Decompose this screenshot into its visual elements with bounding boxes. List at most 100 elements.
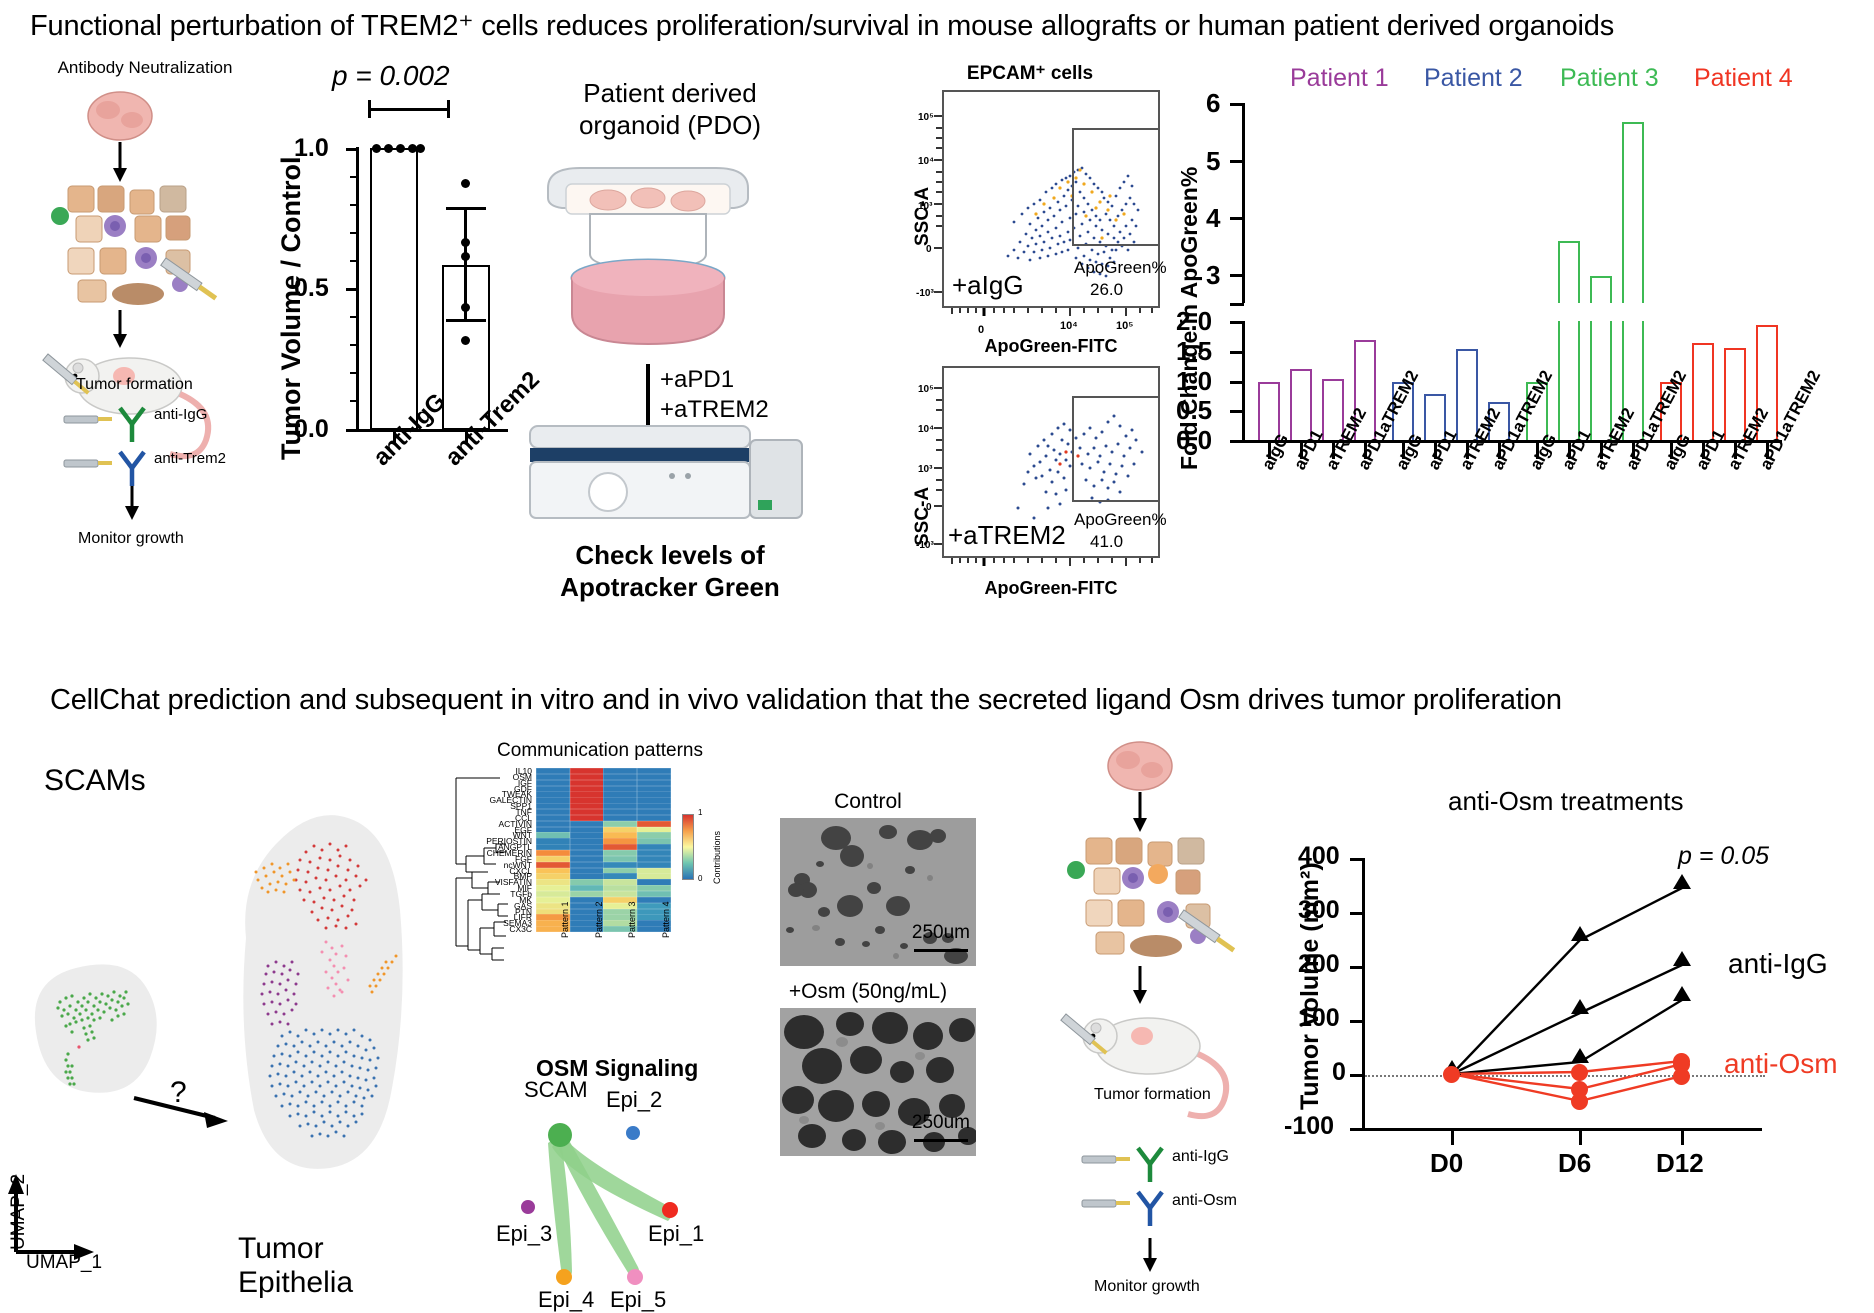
micrograph-scalebar-osm [914,1139,968,1142]
heatmap-cell [603,785,637,792]
heatmap-cell [536,814,570,822]
heatmap-cell [569,785,604,792]
micrograph-title-osm: +Osm (50ng/mL) [788,980,948,1003]
x-tick [1600,443,1603,459]
micrograph-control-image: 250um [780,818,976,966]
heatmap-cell [569,826,604,833]
heatmap-cell [636,914,671,921]
y-tick-minor [350,204,358,206]
heatmap-cell [636,855,671,863]
y-tick-major [346,288,358,291]
heatmap-cell [569,797,604,804]
y-tick-4 [1230,217,1244,220]
communication-patterns-panel: Communication patterns IL10 OSM IGF GDF TWEA… [450,740,770,1010]
x-tick [465,432,468,444]
y-tick-1_0 [1230,381,1244,384]
legend-patient-2: Patient 2 [1424,64,1523,92]
heatmap-cell [536,896,570,904]
y-tick-minor [350,400,358,402]
x-tick [1568,443,1571,459]
heatmap-cell [636,861,671,869]
y-axis-break-upper [1230,303,1244,306]
flow-plot-atrem2[interactable] [942,366,1160,558]
gate-value-1: 26.0 [1090,280,1124,299]
heatmap-cell [636,785,671,792]
heatmap-cell [636,879,671,886]
y-tick-minor [350,316,358,318]
marker-igg3-d6 [1571,1048,1589,1063]
line-y-axis [1362,858,1365,1130]
node-label-epi4: Epi_4 [538,1287,595,1312]
flow-gate-2[interactable] [1072,396,1158,502]
y-tick-0_5 [1230,410,1244,413]
heatmap-cell [569,832,604,839]
bar-p4-atrem2 [1724,348,1746,440]
y-tick-minor [350,232,358,234]
heatmap-cell [569,850,604,857]
bar-p1-atrem2 [1322,379,1344,440]
tumor-formation-label: Tumor formation [76,376,193,393]
heatmap-cell [536,902,570,910]
heatmap-cell [536,855,570,863]
y-tick-label-4: 4 [1206,203,1221,233]
y-tick-major [346,429,358,432]
umap-label-question: ? [170,1076,187,1109]
flow-scatter-1 [1006,166,1140,278]
error-bar-cap [446,319,486,322]
heatmap-cell [603,850,637,857]
y-tick-major [346,148,358,151]
bar-p1-apd1 [1290,369,1312,440]
heatmap-cell [636,920,671,927]
heatmap-grid[interactable] [536,768,671,933]
flow-yaxis-ticks-1 [934,115,942,293]
data-point [461,303,470,312]
y-tick-300 [1350,912,1364,915]
flow-plot-aigg[interactable] [942,90,1160,308]
zero-reference-line [1365,1075,1765,1077]
flow-xtick: 10⁵ [1116,320,1134,332]
heatmap-cell [636,797,671,804]
line-series-group [1451,886,1683,1103]
y-tick-400 [1350,858,1364,861]
heatmap-cell [536,850,570,857]
allograft-illustration [42,91,218,460]
y-tick-5 [1230,160,1244,163]
heatmap-cell [636,803,671,810]
heatmap-cell [603,791,637,798]
readout-line1: Check levels of [575,540,765,570]
heatmap-cell [603,844,637,851]
bar-p2-aigg [1392,382,1414,440]
flow-gate-1[interactable] [1072,128,1158,246]
heatmap-cell [536,820,570,828]
x-tick [1734,443,1737,459]
x-tick [1466,443,1469,459]
heatmap-row-label: TGFb [510,889,532,899]
heatmap-cell [536,873,570,880]
legend-patient-1: Patient 1 [1290,64,1389,92]
flow-condition-2: +aTREM2 [948,520,1066,550]
heatmap-cell [536,773,570,781]
gate-label-2: ApoGreen% [1074,510,1167,529]
marker-igg3-d12 [1673,986,1691,1001]
node-label-scam: SCAM [524,1077,588,1102]
heatmap-row-label: VISFATIN [494,877,532,888]
y-tick-label-1_5: 1.5 [1176,336,1213,366]
heatmap-col-label: Pattern 2 [593,901,604,938]
umap-label-tumor-epithelia: Tumor Epithelia [238,1232,354,1299]
fold-change-chart: Patient 1 Patient 2 Patient 3 Patient 4 … [1170,58,1870,558]
umap-panel: SCAMs ? Tumor Epithelia UMAP_1 UMAP_2 [0,740,420,1299]
node-label-epi5: Epi_5 [610,1287,667,1312]
series-label-anti-osm: anti-Osm [1724,1048,1838,1079]
y-tick-label-2_0: 2.0 [1176,306,1213,336]
x-tick [1498,443,1501,459]
umap-label-scams: SCAMs [44,764,146,797]
y-tick-neg100 [1350,1128,1364,1131]
line-chart-title: anti-Osm treatments [1448,786,1684,816]
osm-monitor-growth-label: Monitor growth [1094,1278,1200,1295]
heatmap-cell [603,920,637,927]
y-tick-3 [1230,274,1244,277]
heatmap-title: Communication patterns [497,740,703,761]
heatmap-cell [603,896,637,904]
heatmap-row-label: GAS [514,900,532,911]
heatmap-cell [536,926,570,933]
